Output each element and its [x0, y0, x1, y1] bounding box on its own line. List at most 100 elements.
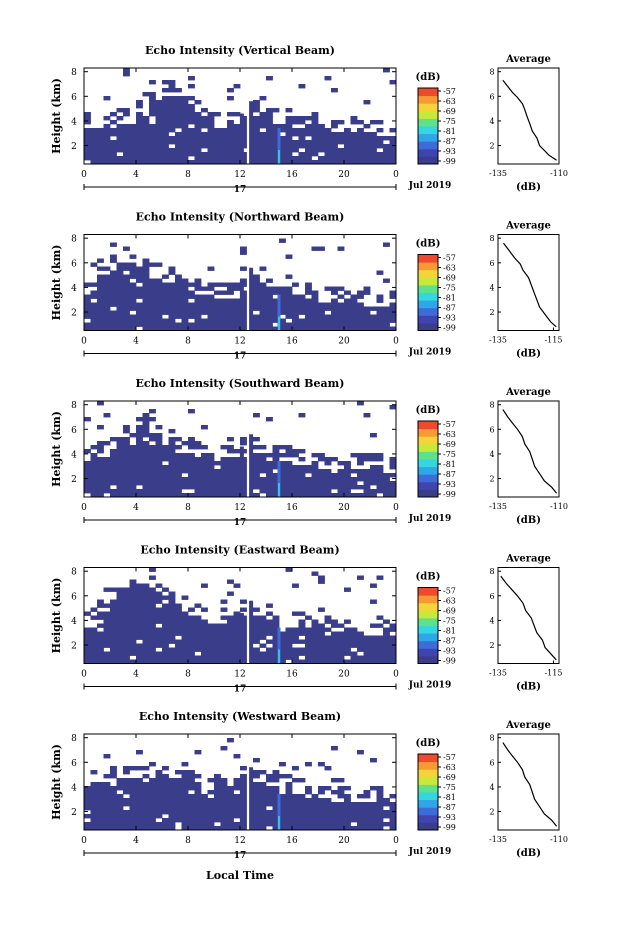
echo-cell	[305, 290, 312, 295]
echo-cell	[116, 798, 124, 803]
echo-cell	[97, 457, 104, 462]
echo-cell	[129, 579, 137, 584]
echo-cell	[175, 306, 182, 311]
echo-cell	[162, 100, 169, 105]
echo-cell	[331, 298, 338, 303]
x-tick-label: 20	[338, 337, 350, 347]
x-axis-label: Local Time	[206, 869, 274, 882]
echo-cell	[129, 635, 137, 640]
echo-cell	[311, 659, 319, 664]
echo-cell	[123, 619, 130, 624]
x-tick-label: 0	[81, 836, 87, 846]
echo-cell	[201, 453, 208, 458]
echo-cell	[123, 322, 130, 327]
echo-cell	[279, 465, 286, 470]
echo-cell	[162, 778, 169, 783]
echo-cell	[149, 810, 156, 815]
echo-cell	[142, 493, 150, 498]
x-tick-label: 16	[286, 170, 298, 180]
echo-cell	[253, 318, 260, 323]
echo-cell	[175, 88, 182, 93]
echo-cell	[97, 274, 104, 279]
colorbar-swatch	[418, 587, 438, 596]
echo-cell	[155, 108, 163, 113]
echo-cell	[168, 651, 176, 656]
echo-cell	[90, 818, 98, 823]
average-title: Average	[505, 554, 551, 565]
echo-cell	[149, 92, 156, 97]
echo-cell	[110, 493, 117, 498]
echo-cell	[142, 473, 150, 478]
echo-cell	[279, 469, 286, 474]
echo-cell	[97, 449, 104, 454]
echo-cell	[272, 445, 280, 450]
echo-cell	[357, 461, 364, 466]
echo-cell	[103, 318, 111, 323]
echo-cell	[207, 818, 215, 823]
echo-cell	[324, 647, 332, 652]
echo-cell	[181, 651, 189, 656]
echo-cell	[350, 120, 358, 125]
echo-cell	[311, 298, 319, 303]
echo-cell	[129, 591, 137, 596]
echo-cell	[90, 786, 98, 791]
echo-cell	[136, 655, 143, 660]
echo-cell	[298, 465, 306, 470]
echo-cell	[175, 322, 182, 327]
echo-cell	[110, 489, 117, 494]
echo-cell	[214, 655, 221, 660]
echo-cell	[350, 322, 358, 327]
echo-cell	[181, 136, 189, 141]
echo-cell	[110, 643, 117, 648]
echo-cell	[253, 774, 260, 779]
echo-cell	[337, 659, 345, 664]
colorbar-swatch	[418, 648, 438, 657]
echo-cell	[292, 298, 299, 303]
echo-cell	[344, 461, 351, 466]
echo-cell	[168, 806, 176, 811]
echo-cell	[227, 449, 234, 454]
echo-cell	[318, 786, 325, 791]
y-tick-label: 2	[71, 642, 77, 652]
echo-cell	[272, 449, 280, 454]
echo-cell	[162, 112, 169, 117]
echo-cell	[292, 647, 299, 652]
echo-cell	[324, 655, 332, 660]
echo-cell	[220, 810, 228, 815]
echo-cell	[376, 806, 384, 811]
echo-cell	[324, 826, 332, 831]
echo-cell	[136, 437, 143, 442]
echo-cell	[129, 790, 137, 795]
echo-cell	[103, 659, 111, 664]
echo-cell	[253, 322, 260, 327]
echo-cell	[318, 635, 325, 640]
echo-cell	[259, 152, 267, 157]
echo-cell	[266, 461, 273, 466]
echo-cell	[110, 160, 117, 165]
echo-cell	[214, 826, 221, 831]
echo-cell	[103, 461, 111, 466]
echo-cell	[207, 286, 215, 291]
echo-cell	[194, 326, 202, 331]
echo-cell	[253, 786, 260, 791]
echo-cell	[168, 481, 176, 486]
echo-cell	[233, 798, 241, 803]
colorbar-swatch	[418, 602, 438, 611]
echo-cell	[194, 473, 202, 478]
echo-cell	[272, 639, 280, 644]
colorbar-tick-label: -93	[443, 314, 456, 323]
echo-cell	[84, 643, 91, 648]
echo-cell	[266, 473, 273, 478]
colorbar-frame	[417, 87, 439, 165]
echo-cell	[272, 457, 280, 462]
echo-cell	[181, 100, 189, 105]
echo-cell	[181, 786, 189, 791]
echo-cell	[220, 136, 228, 141]
echo-cell	[168, 655, 176, 660]
echo-cell	[103, 457, 111, 462]
echo-cell	[123, 826, 130, 831]
echo-cell	[149, 647, 156, 652]
echo-cell	[227, 647, 234, 652]
echo-cell	[194, 750, 202, 755]
colorbar-tick-label: -75	[443, 783, 456, 792]
